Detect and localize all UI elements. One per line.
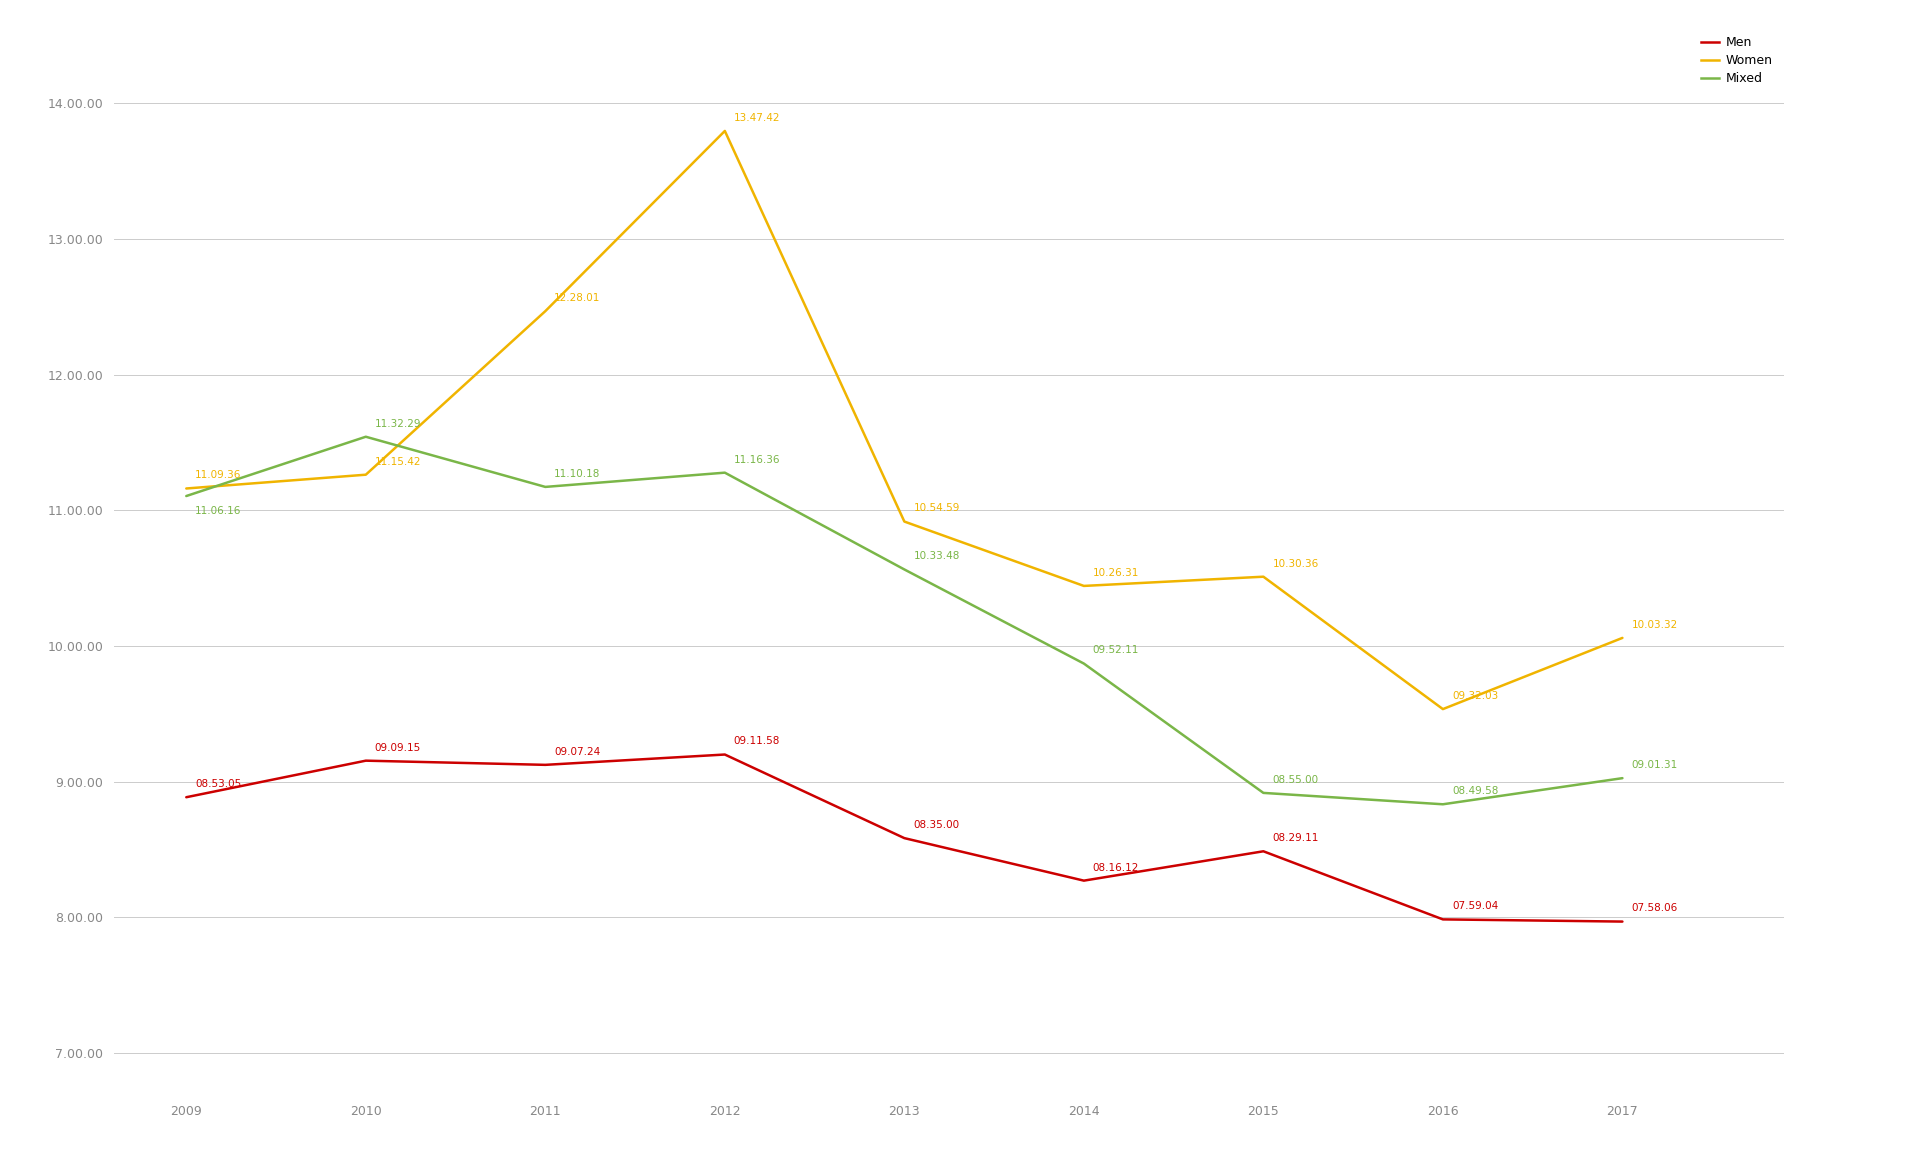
Text: 08.55.00: 08.55.00 (1272, 775, 1318, 784)
Text: 09.07.24: 09.07.24 (555, 747, 601, 756)
Text: 09.52.11: 09.52.11 (1093, 646, 1138, 655)
Text: 07.59.04: 07.59.04 (1451, 901, 1497, 911)
Text: 08.16.12: 08.16.12 (1093, 862, 1138, 873)
Text: 11.15.42: 11.15.42 (374, 456, 421, 467)
Text: 11.10.18: 11.10.18 (555, 469, 601, 479)
Text: 08.29.11: 08.29.11 (1272, 833, 1318, 843)
Text: 10.03.32: 10.03.32 (1630, 620, 1676, 630)
Text: 10.26.31: 10.26.31 (1093, 568, 1138, 577)
Text: 09.32.03: 09.32.03 (1451, 691, 1497, 701)
Legend: Men, Women, Mixed: Men, Women, Mixed (1695, 31, 1777, 89)
Text: 09.09.15: 09.09.15 (374, 742, 421, 753)
Text: 08.49.58: 08.49.58 (1451, 786, 1497, 796)
Text: 11.16.36: 11.16.36 (734, 454, 780, 465)
Text: 09.11.58: 09.11.58 (734, 736, 780, 747)
Text: 11.32.29: 11.32.29 (374, 419, 421, 428)
Text: 10.30.36: 10.30.36 (1272, 559, 1318, 568)
Text: 11.09.36: 11.09.36 (195, 470, 242, 480)
Text: 07.58.06: 07.58.06 (1630, 903, 1676, 914)
Text: 10.54.59: 10.54.59 (913, 503, 959, 514)
Text: 12.28.01: 12.28.01 (555, 293, 601, 303)
Text: 09.01.31: 09.01.31 (1630, 760, 1676, 770)
Text: 10.33.48: 10.33.48 (913, 552, 959, 561)
Text: 13.47.42: 13.47.42 (734, 113, 780, 122)
Text: 11.06.16: 11.06.16 (195, 507, 242, 516)
Text: 08.35.00: 08.35.00 (913, 820, 959, 830)
Text: 08.53.05: 08.53.05 (195, 779, 242, 789)
